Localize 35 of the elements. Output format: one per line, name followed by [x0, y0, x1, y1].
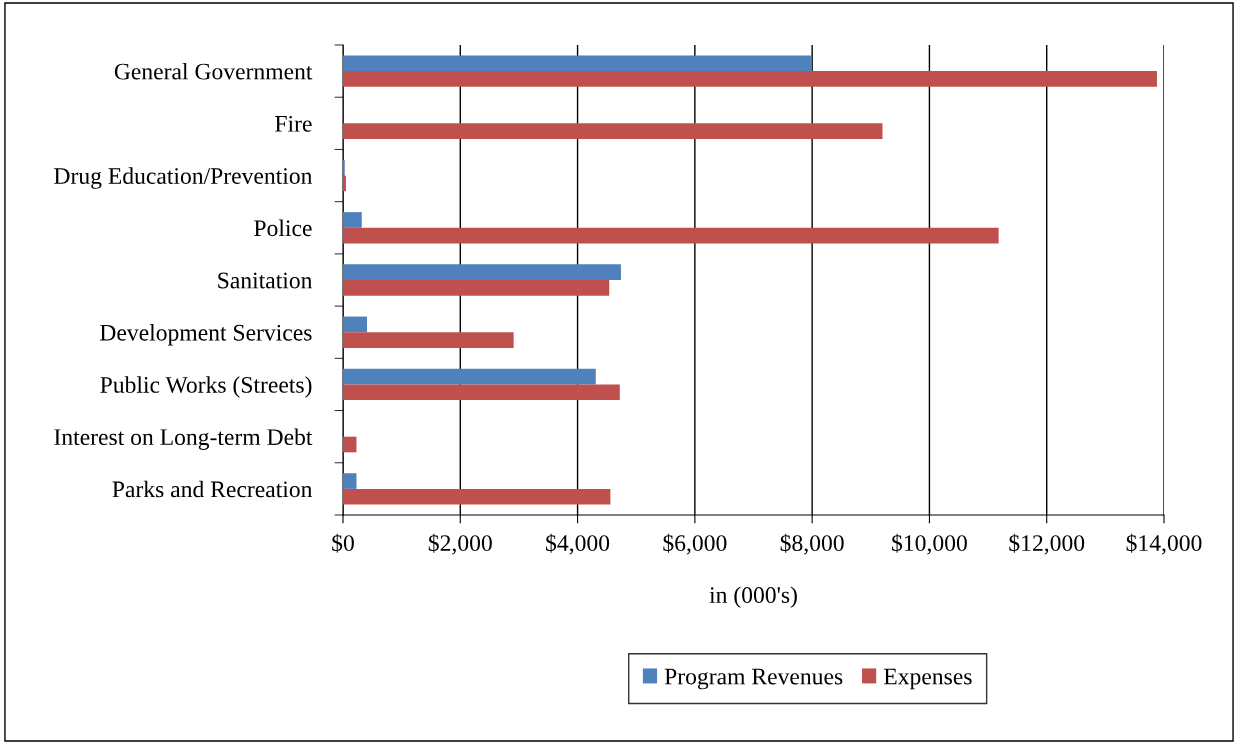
y-tick-label: Public Works (Streets) [100, 376, 312, 398]
legend-label: Expenses [883, 668, 972, 690]
y-tick-label: Sanitation [218, 272, 313, 289]
bar [343, 316, 368, 333]
x-tick-label: $6,000 [663, 533, 727, 555]
bar [343, 55, 811, 72]
legend-label: Program Revenues [664, 668, 843, 690]
bar [343, 264, 621, 280]
bar [343, 123, 883, 139]
y-tick-label: Interest on Long-term Debt [54, 428, 313, 450]
y-tick-label: Fire [275, 115, 312, 132]
bar [343, 227, 999, 244]
y-tick-label: Drug Education/Prevention [54, 167, 313, 189]
x-tick-label: $2,000 [428, 533, 492, 555]
bar [343, 368, 596, 385]
bar [343, 332, 514, 348]
bar [343, 384, 620, 401]
y-tick-label: General Government [114, 62, 313, 80]
y-tick-label: Parks and Recreation [112, 480, 313, 498]
x-tick-label: $10,000 [892, 533, 967, 555]
x-tick-label: $14,000 [1126, 533, 1202, 555]
x-axis-title: in (000's) [709, 586, 797, 608]
bar [343, 436, 357, 453]
y-tick-label: Development Services [100, 324, 312, 346]
x-tick-label: $12,000 [1009, 533, 1085, 555]
bar [343, 175, 346, 192]
x-tick-label: $4,000 [546, 533, 610, 555]
bar [343, 488, 611, 505]
x-tick-label: $8,000 [780, 533, 844, 555]
bar [343, 280, 610, 296]
y-tick-label: Police [254, 219, 312, 237]
bar [343, 212, 362, 228]
bar [343, 473, 357, 489]
x-tick-label: $0 [332, 533, 354, 553]
bar [343, 71, 1157, 87]
